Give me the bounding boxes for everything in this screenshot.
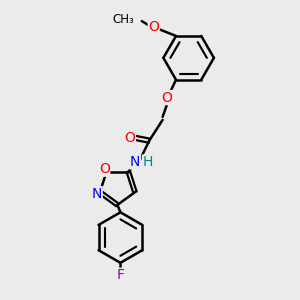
Text: O: O (162, 91, 172, 105)
Text: O: O (124, 131, 135, 145)
Text: N: N (92, 187, 102, 201)
Text: O: O (148, 20, 159, 34)
Text: CH₃: CH₃ (112, 13, 134, 26)
Text: F: F (116, 268, 124, 282)
Text: H: H (142, 155, 153, 169)
Text: N: N (130, 155, 140, 169)
Text: O: O (99, 162, 110, 176)
